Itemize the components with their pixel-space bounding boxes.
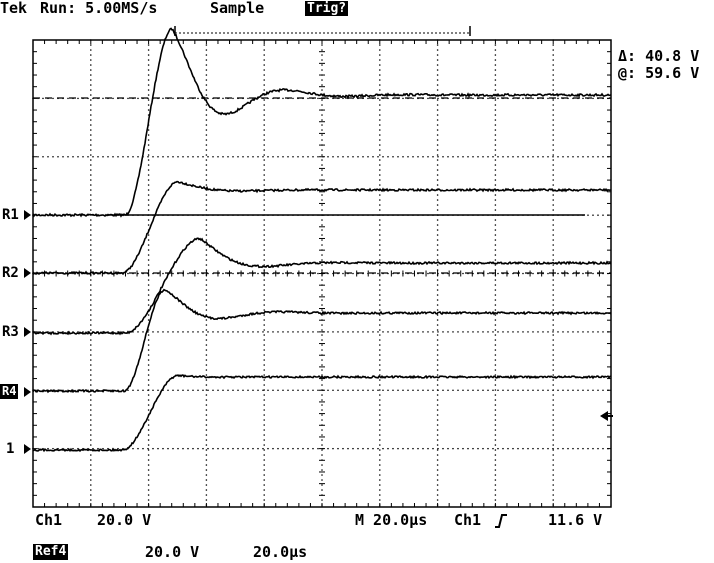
r1-marker-label: R1 — [2, 207, 19, 223]
trace-r1 — [32, 27, 612, 218]
ref4-horizontal-scale: 20.0µs — [253, 543, 308, 561]
waveform-traces — [32, 27, 612, 453]
r1-arrow-icon — [24, 210, 31, 220]
trigger-level: 11.6 V — [548, 511, 603, 529]
timebase-readout: M 20.0µs — [355, 511, 428, 529]
trigger-status-badge: Trig? — [305, 1, 349, 16]
graticule-grid — [32, 39, 612, 507]
r4-arrow-icon — [24, 387, 31, 397]
ch1-scale: 20.0 V — [97, 511, 152, 529]
trace-r3 — [32, 237, 612, 336]
ch1-arrow-icon — [24, 444, 31, 454]
trace-r2 — [32, 180, 612, 276]
rising-edge-icon — [495, 514, 507, 528]
r2-marker-label: R2 — [2, 265, 19, 281]
r4-marker-label: R4 — [0, 384, 19, 399]
cursor-at-readout: @: 59.6 V — [618, 64, 700, 82]
trigger-level-arrow-icon — [600, 411, 608, 421]
ch1-label: Ch1 — [35, 511, 63, 529]
brand-label: Tek — [0, 0, 28, 17]
cursor-delta-readout: Δ: 40.8 V — [618, 47, 700, 65]
channel-markers — [24, 210, 613, 454]
run-status: Run: 5.00MS/s — [40, 0, 158, 17]
ref4-label: Ref4 — [33, 544, 69, 560]
r3-marker-label: R3 — [2, 324, 19, 340]
trace-r4 — [32, 288, 612, 394]
r2-arrow-icon — [24, 268, 31, 278]
trigger-source: Ch1 — [454, 511, 482, 529]
trigger-position-bracket — [174, 26, 471, 36]
ch1-marker-label: 1 — [6, 441, 15, 457]
ref4-vertical-scale: 20.0 V — [145, 543, 200, 561]
acquisition-mode: Sample — [210, 0, 265, 17]
trace-ch1 — [32, 374, 612, 453]
r3-arrow-icon — [24, 327, 31, 337]
